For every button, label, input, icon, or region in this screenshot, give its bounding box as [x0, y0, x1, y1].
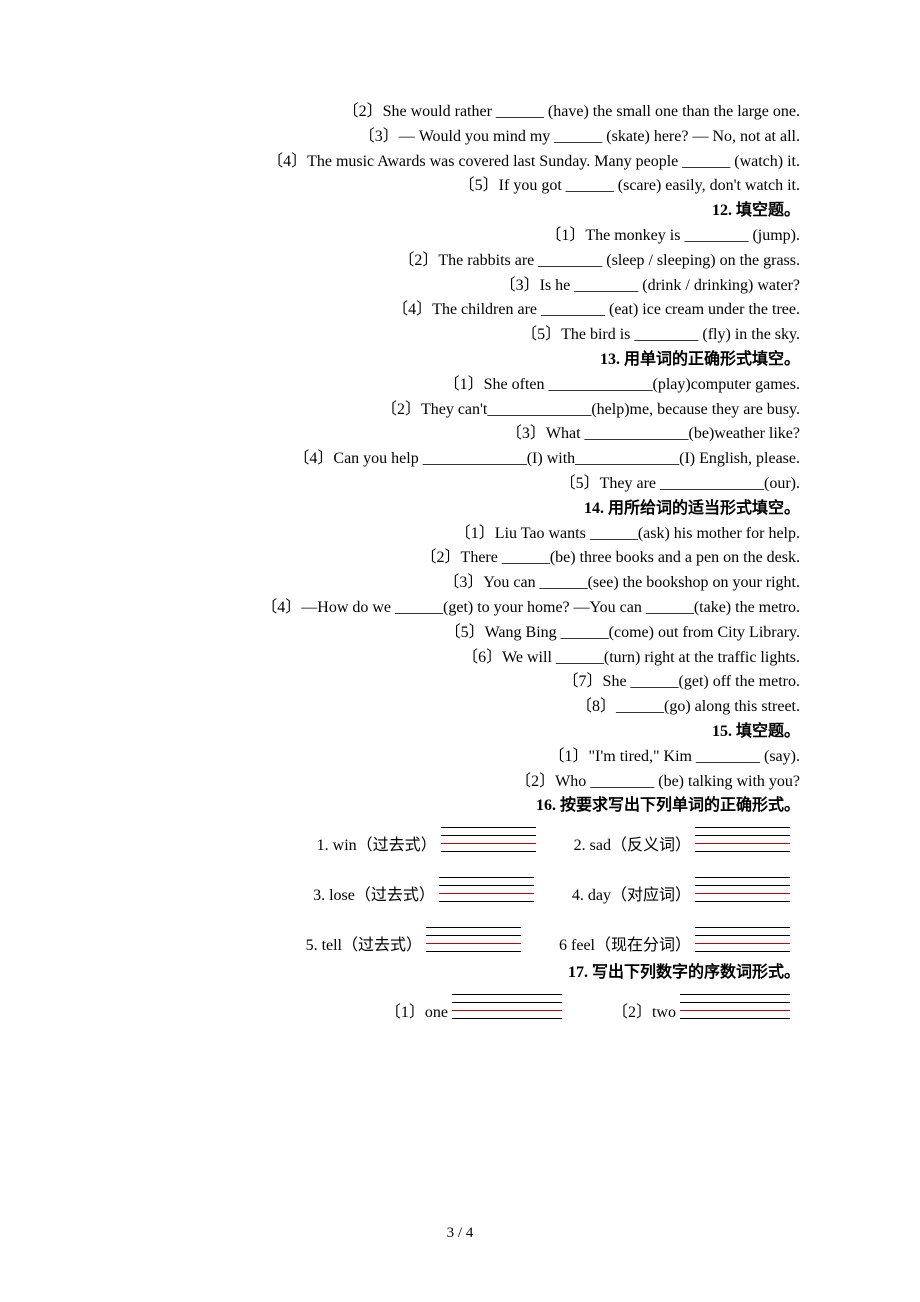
section-heading: 15. 填空题。: [261, 720, 800, 745]
answer-blank-stack: [695, 873, 800, 905]
question-line: 〔4〕The music Awards was covered last Sun…: [261, 150, 800, 175]
question-line: 〔8〕______(go) along this street.: [261, 695, 800, 720]
pair-left: 5. tell（过去式）: [306, 923, 531, 955]
word-form-pair: 5. tell（过去式） 6 feel（现在分词）: [261, 923, 800, 955]
question-line: 〔1〕She often _____________(play)computer…: [261, 373, 800, 398]
question-line: 〔1〕"I'm tired," Kim ________ (say).: [261, 745, 800, 770]
answer-blank-stack: [680, 990, 800, 1022]
question-line: 〔2〕The rabbits are ________ (sleep / sle…: [261, 249, 800, 274]
pair-right: 6 feel（现在分词）: [559, 923, 800, 955]
question-line: 〔2〕She would rather ______ (have) the sm…: [261, 100, 800, 125]
answer-blank-stack: [695, 823, 800, 855]
pair-right: 4. day（对应词）: [572, 873, 800, 905]
pair-left: 1. win（过去式）: [317, 823, 546, 855]
section-heading: 17. 写出下列数字的序数词形式。: [261, 961, 800, 986]
question-line: 〔6〕We will ______(turn) right at the tra…: [261, 646, 800, 671]
question-line: 〔5〕They are _____________(our).: [261, 472, 800, 497]
question-line: 〔5〕The bird is ________ (fly) in the sky…: [261, 323, 800, 348]
question-line: 〔4〕—How do we ______(get) to your home? …: [261, 596, 800, 621]
question-line: 〔2〕Who ________ (be) talking with you?: [261, 770, 800, 795]
answer-blank-stack: [426, 923, 531, 955]
question-line: 〔2〕They can't_____________(help)me, beca…: [261, 398, 800, 423]
answer-blank-stack: [439, 873, 544, 905]
question-line: 〔3〕— Would you mind my ______ (skate) he…: [261, 125, 800, 150]
section-heading: 13. 用单词的正确形式填空。: [261, 348, 800, 373]
question-line: 〔5〕Wang Bing ______(come) out from City …: [261, 621, 800, 646]
document-body: 〔2〕She would rather ______ (have) the sm…: [120, 100, 800, 1022]
answer-blank-stack: [695, 923, 800, 955]
answer-blank-stack: [452, 990, 572, 1022]
question-line: 〔3〕Is he ________ (drink / drinking) wat…: [261, 274, 800, 299]
question-line: 〔2〕There ______(be) three books and a pe…: [261, 546, 800, 571]
pair-right: 2. sad（反义词）: [574, 823, 800, 855]
question-line: 〔4〕The children are ________ (eat) ice c…: [261, 298, 800, 323]
answer-blank-stack: [441, 823, 546, 855]
question-line: 〔5〕If you got ______ (scare) easily, don…: [261, 174, 800, 199]
section-heading: 16. 按要求写出下列单词的正确形式。: [261, 794, 800, 819]
pair-right: 〔2〕two: [612, 990, 800, 1022]
question-line: 〔3〕What _____________(be)weather like?: [261, 422, 800, 447]
question-line: 〔1〕The monkey is ________ (jump).: [261, 224, 800, 249]
question-line: 〔4〕Can you help _____________(I) with___…: [261, 447, 800, 472]
ordinal-pair: 〔1〕one 〔2〕two: [261, 990, 800, 1022]
section-heading: 14. 用所给词的适当形式填空。: [261, 497, 800, 522]
question-line: 〔1〕Liu Tao wants ______(ask) his mother …: [261, 522, 800, 547]
question-line: 〔7〕She ______(get) off the metro.: [261, 670, 800, 695]
question-line: 〔3〕You can ______(see) the bookshop on y…: [261, 571, 800, 596]
word-form-pair: 1. win（过去式） 2. sad（反义词）: [261, 823, 800, 855]
section-heading: 12. 填空题。: [261, 199, 800, 224]
pair-left: 3. lose（过去式）: [313, 873, 544, 905]
pair-left: 〔1〕one: [385, 990, 572, 1022]
word-form-pair: 3. lose（过去式） 4. day（对应词）: [261, 873, 800, 905]
page-number: 3 / 4: [0, 1225, 920, 1242]
